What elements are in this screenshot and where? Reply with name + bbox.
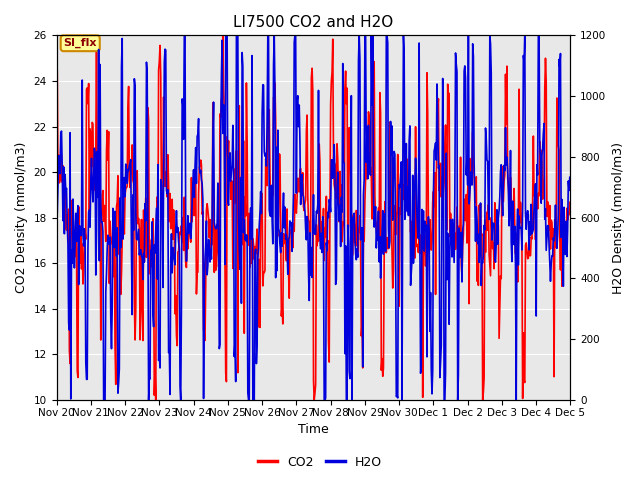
- Y-axis label: CO2 Density (mmol/m3): CO2 Density (mmol/m3): [15, 142, 28, 293]
- Y-axis label: H2O Density (mmol/m3): H2O Density (mmol/m3): [612, 142, 625, 294]
- Legend: CO2, H2O: CO2, H2O: [253, 451, 387, 474]
- Text: SI_flx: SI_flx: [63, 38, 97, 48]
- X-axis label: Time: Time: [298, 423, 329, 436]
- Title: LI7500 CO2 and H2O: LI7500 CO2 and H2O: [234, 15, 394, 30]
